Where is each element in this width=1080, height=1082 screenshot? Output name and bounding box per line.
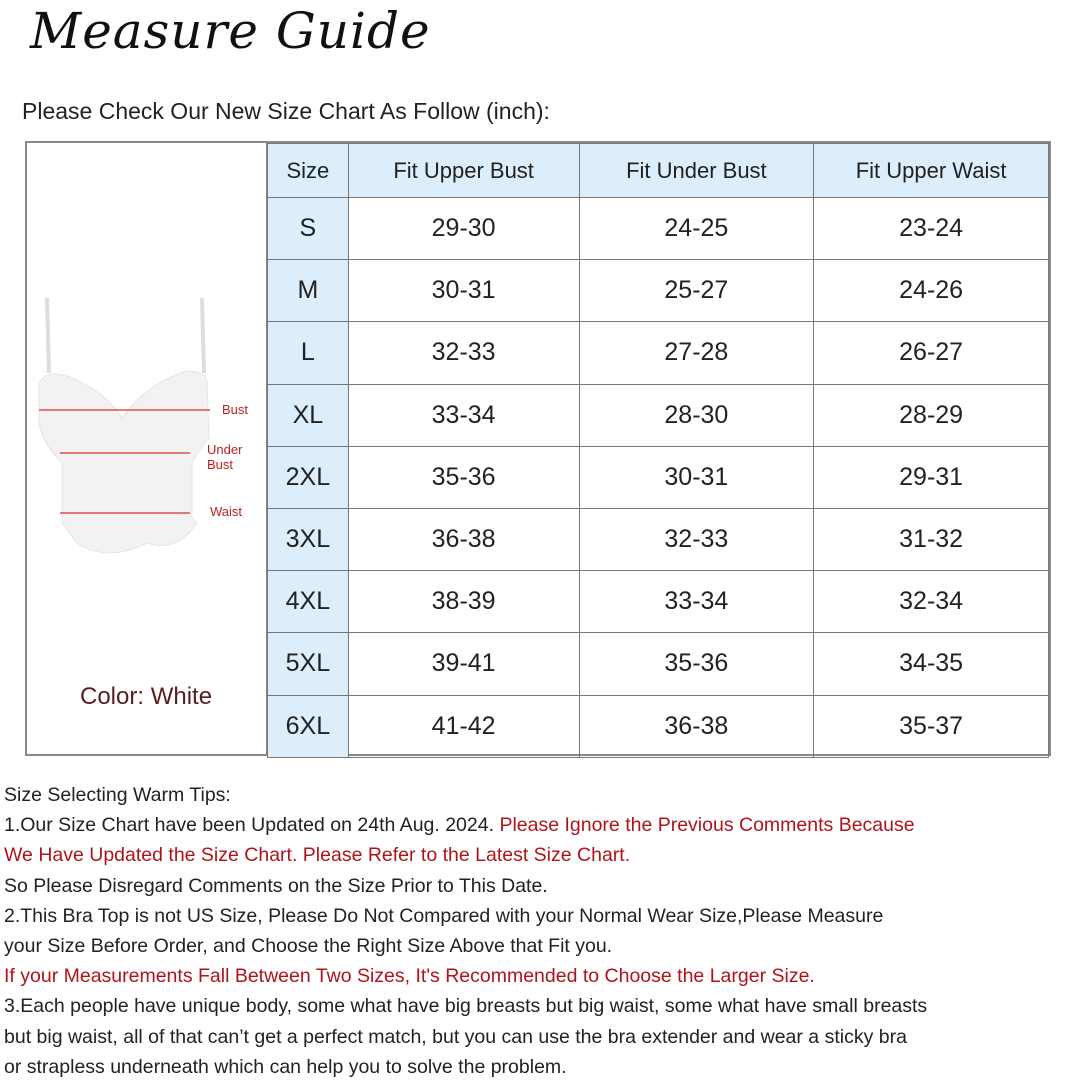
- column-header: Fit Upper Waist: [813, 143, 1049, 198]
- product-figure: Bust Under Bust Waist Color: White: [27, 143, 267, 754]
- measurement-cell: 23-24: [813, 196, 1049, 261]
- measurement-cell: 27-28: [578, 321, 815, 385]
- table-row: 3XL 36-38 32-33 31-32: [267, 507, 1049, 572]
- measurement-cell: 32-34: [813, 570, 1049, 634]
- tip-1-warning: Please Ignore the Previous Comments Beca…: [499, 814, 915, 837]
- column-header: Fit Upper Bust: [347, 143, 580, 198]
- measurement-cell: 28-29: [813, 383, 1049, 447]
- measurement-cell: 30-31: [347, 259, 580, 323]
- under-bust-label-2: Bust: [207, 457, 234, 472]
- size-cell: XL: [267, 383, 349, 447]
- table-row: 2XL 35-36 30-31 29-31: [267, 445, 1049, 509]
- measurement-cell: 38-39: [347, 570, 580, 634]
- size-cell: 4XL: [267, 570, 349, 634]
- measurement-cell: 31-32: [813, 507, 1049, 572]
- measurement-cell: 34-35: [813, 632, 1049, 696]
- measurement-cell: 35-36: [347, 445, 580, 509]
- waist-label: Waist: [210, 504, 243, 519]
- tips-heading: Size Selecting Warm Tips:: [4, 784, 231, 806]
- page-title: Measure Guide: [30, 2, 431, 60]
- table-row: 6XL 41-42 36-38 35-37: [267, 694, 1049, 758]
- size-cell: L: [267, 321, 349, 385]
- measurement-cell: 36-38: [578, 694, 815, 758]
- measurement-cell: 32-33: [347, 321, 580, 385]
- measurement-cell: 33-34: [578, 570, 815, 634]
- size-chart: Bust Under Bust Waist Color: White Size F…: [25, 141, 1051, 758]
- measurement-cell: 29-31: [813, 445, 1049, 509]
- size-cell: 6XL: [267, 694, 349, 758]
- measurement-cell: 32-33: [578, 507, 815, 572]
- size-cell: 5XL: [267, 632, 349, 696]
- size-cell: S: [267, 196, 349, 261]
- measurement-cell: 41-42: [347, 694, 580, 758]
- measurement-cell: 26-27: [813, 321, 1049, 385]
- measurement-cell: 35-36: [578, 632, 815, 696]
- measurement-cell: 24-26: [813, 259, 1049, 323]
- bra-top-illustration: [38, 297, 210, 554]
- tip-1-note: So Please Disregard Comments on the Size…: [4, 874, 548, 897]
- size-cell: 2XL: [267, 445, 349, 509]
- size-cell: M: [267, 259, 349, 323]
- measurement-cell: 29-30: [347, 196, 580, 261]
- table-row: M 30-31 25-27 24-26: [267, 259, 1049, 323]
- tip-2-text-cont: your Size Before Order, and Choose the R…: [4, 935, 613, 958]
- tip-3-text: 3.Each people have unique body, some wha…: [4, 995, 928, 1018]
- measurement-cell: 30-31: [578, 445, 815, 509]
- subtitle: Please Check Our New Size Chart As Follo…: [22, 98, 550, 124]
- table-row: 4XL 38-39 33-34 32-34: [267, 570, 1049, 634]
- size-cell: 3XL: [267, 507, 349, 572]
- tip-2-warning: If your Measurements Fall Between Two Si…: [4, 965, 815, 988]
- under-bust-label-1: Under: [207, 442, 243, 457]
- tip-1-warning-cont: We Have Updated the Size Chart. Please R…: [4, 844, 631, 867]
- measurement-cell: 36-38: [347, 507, 580, 572]
- color-label: Color: White: [80, 683, 213, 710]
- tip-2-text: 2.This Bra Top is not US Size, Please Do…: [4, 904, 884, 927]
- measurement-cell: 35-37: [813, 694, 1049, 758]
- measurement-cell: 25-27: [578, 259, 815, 323]
- measurement-cell: 28-30: [578, 383, 815, 447]
- measurement-cell: 24-25: [578, 196, 815, 261]
- tip-1-text: 1.Our Size Chart have been Updated on 24…: [4, 814, 500, 837]
- column-header: Size: [267, 143, 349, 198]
- measurement-cell: 39-41: [347, 632, 580, 696]
- table-row: S 29-30 24-25 23-24: [267, 196, 1049, 261]
- table-row: 5XL 39-41 35-36 34-35: [267, 632, 1049, 696]
- bust-label: Bust: [222, 402, 249, 417]
- column-header: Fit Under Bust: [578, 143, 815, 198]
- tip-3-text-cont: but big waist, all of that can’t get a p…: [4, 1025, 907, 1048]
- size-table: Size Fit Upper Bust Fit Under Bust Fit Uppe…: [267, 143, 1049, 758]
- size-tips: Size Selecting Warm Tips: 1.Our Size Cha…: [4, 780, 927, 1082]
- table-row: XL 33-34 28-30 28-29: [267, 383, 1049, 447]
- measurement-cell: 33-34: [347, 383, 580, 447]
- table-row: L 32-33 27-28 26-27: [267, 321, 1049, 385]
- tip-3-text-end: or strapless underneath which can help y…: [4, 1055, 567, 1078]
